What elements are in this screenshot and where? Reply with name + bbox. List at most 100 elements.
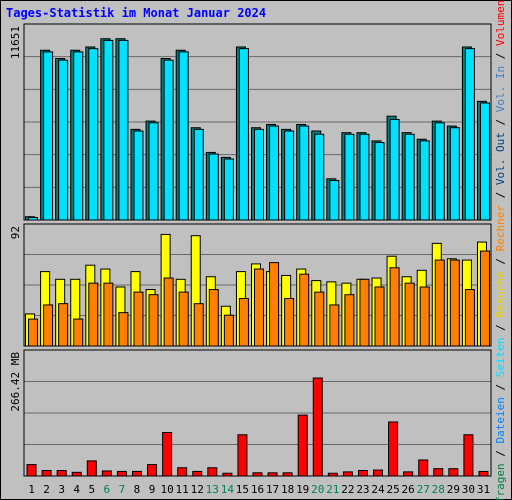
bar-volumen-day-22: [342, 471, 353, 477]
x-tick-label-day-4: 4: [73, 483, 80, 496]
bar-volumen-day-18: [282, 472, 293, 477]
bar-rechner-day-21: [329, 304, 340, 347]
x-tick-label-day-29: 29: [447, 483, 460, 496]
bar-volumen-day-1: [26, 464, 37, 477]
bar-dateien-day-7: [118, 39, 129, 221]
legend-text: Vol. In: [494, 66, 507, 112]
bar-volumen-day-31: [478, 470, 489, 477]
x-tick-label-day-2: 2: [43, 483, 50, 496]
bar-rechner-day-28: [434, 259, 445, 347]
bar-rechner-day-19: [299, 273, 310, 347]
bar-rechner-day-6: [103, 282, 114, 347]
bar-dateien-day-13: [208, 153, 219, 221]
bar-dateien-day-11: [178, 51, 189, 221]
bar-volumen-day-20: [312, 377, 323, 477]
bar-volumen-day-10: [162, 431, 173, 477]
x-tick-label-day-11: 11: [176, 483, 189, 496]
bar-dateien-day-16: [254, 128, 264, 221]
legend-text: /: [494, 318, 507, 338]
bar-dateien-day-6: [103, 39, 114, 221]
x-tick-label-day-6: 6: [104, 483, 111, 496]
bar-rechner-day-31: [479, 250, 490, 347]
bar-dateien-day-21: [329, 179, 340, 221]
bar-rechner-day-10: [163, 277, 174, 347]
legend-text: /: [494, 185, 507, 205]
panel-frame: [23, 349, 492, 477]
bar-volumen-day-24: [373, 469, 384, 477]
bar-volumen-day-15: [237, 434, 248, 477]
y-axis-max-label: 92: [9, 226, 22, 239]
bar-dateien-day-19: [299, 125, 310, 221]
legend-text: Rechner: [494, 205, 507, 252]
bar-rechner-day-1: [28, 318, 39, 347]
bar-dateien-day-25: [389, 118, 400, 221]
y-axis-max-label: 11651: [9, 26, 22, 59]
bar-rechner-day-5: [88, 282, 99, 347]
x-tick-label-day-9: 9: [149, 483, 156, 496]
bar-rechner-day-12: [193, 303, 204, 347]
bar-dateien-day-22: [344, 133, 355, 221]
y-axis-max-label: 266.42 MB: [9, 352, 22, 412]
bar-volumen-day-5: [86, 460, 97, 477]
bar-dateien-day-17: [269, 125, 280, 221]
bar-rechner-day-17: [269, 262, 280, 347]
bar-rechner-day-7: [118, 312, 129, 347]
bar-rechner-day-3: [58, 303, 69, 347]
bar-volumen-day-12: [192, 470, 203, 477]
bar-volumen-day-26: [403, 471, 414, 477]
bar-dateien-day-26: [404, 133, 415, 221]
legend-text: Volumen: [494, 0, 507, 46]
bar-rechner-day-20: [314, 291, 325, 347]
bar-rechner-day-27: [419, 286, 430, 347]
bar-volumen-day-16: [252, 472, 263, 477]
x-tick-label-day-17: 17: [266, 483, 279, 496]
bar-volumen-day-3: [56, 470, 67, 477]
bar-rechner-day-11: [178, 291, 189, 347]
x-tick-label-day-16: 16: [251, 483, 264, 496]
x-tick-label-day-13: 13: [206, 483, 219, 496]
legend-text: Seiten: [494, 337, 507, 377]
x-tick-label-day-1: 1: [28, 483, 35, 496]
bar-volumen-day-13: [207, 467, 218, 477]
bar-rechner-day-22: [344, 294, 355, 347]
x-tick-label-day-30: 30: [462, 483, 475, 496]
x-tick-label-day-20: 20: [311, 483, 324, 496]
bar-volumen-day-8: [131, 470, 142, 477]
bar-dateien-day-14: [223, 158, 234, 221]
series-legend: Anfragen / Dateien / Seiten / Besuche / …: [494, 0, 507, 500]
legend-text: /: [494, 377, 507, 397]
chart-title: Tages-Statistik im Monat Januar 2024: [6, 6, 266, 20]
bar-rechner-day-4: [73, 318, 84, 347]
x-tick-label-day-8: 8: [134, 483, 141, 496]
bar-volumen-day-11: [177, 467, 188, 477]
bar-dateien-day-1: [28, 217, 39, 221]
bar-dateien-day-31: [479, 102, 490, 221]
bar-volumen-day-30: [463, 434, 474, 477]
bar-rechner-day-2: [43, 304, 54, 347]
legend-text: Besuche: [494, 271, 507, 317]
legend-text: /: [494, 112, 507, 132]
bar-rechner-day-26: [404, 282, 415, 347]
bar-dateien-day-23: [359, 133, 370, 221]
bar-dateien-day-29: [449, 127, 460, 221]
bar-rechner-day-9: [148, 294, 159, 347]
panel-1: 11651: [9, 23, 492, 221]
bar-rechner-day-14: [223, 314, 234, 347]
bar-volumen-day-9: [147, 464, 158, 477]
bar-dateien-day-5: [88, 48, 99, 221]
bar-volumen-day-4: [71, 471, 82, 477]
bar-volumen-day-28: [433, 468, 444, 477]
bar-volumen-day-19: [297, 414, 308, 477]
bar-dateien-day-8: [133, 130, 144, 221]
legend-text: Vol. Out: [494, 132, 507, 185]
legend-text: Dateien: [494, 397, 507, 443]
x-tick-label-day-22: 22: [341, 483, 354, 496]
bar-rechner-day-15: [238, 298, 249, 347]
bar-volumen-day-23: [357, 470, 368, 477]
bar-volumen-day-25: [388, 421, 399, 477]
bar-dateien-day-15: [238, 48, 249, 221]
legend-text: /: [494, 443, 507, 463]
panel-3: 266.42 MB: [9, 349, 492, 477]
x-tick-label-day-12: 12: [191, 483, 204, 496]
x-tick-label-day-25: 25: [386, 483, 399, 496]
